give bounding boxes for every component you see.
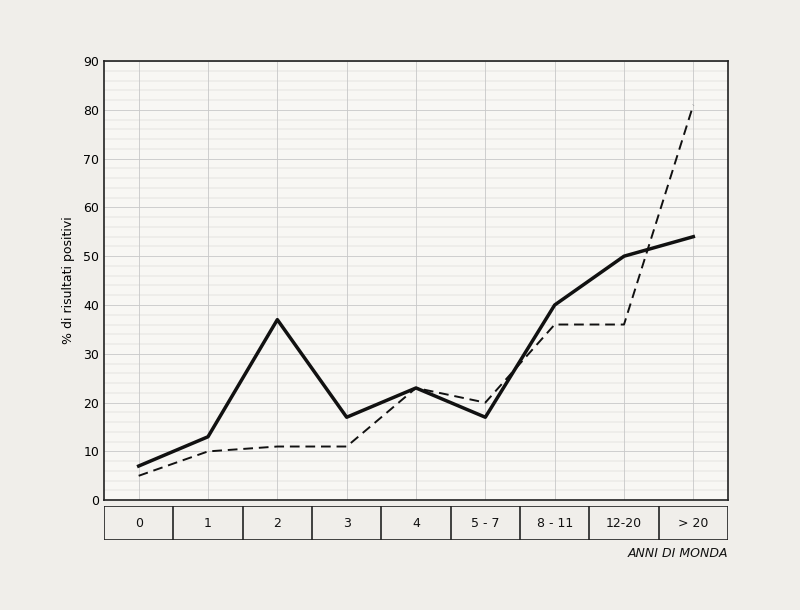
Text: 4: 4	[412, 517, 420, 529]
Text: 12-20: 12-20	[606, 517, 642, 529]
Text: 3: 3	[342, 517, 350, 529]
Text: 0: 0	[134, 517, 142, 529]
Text: > 20: > 20	[678, 517, 709, 529]
Text: ANNI DI MONDA: ANNI DI MONDA	[627, 547, 728, 560]
Y-axis label: % di risultati positivi: % di risultati positivi	[62, 217, 75, 345]
Text: 5 - 7: 5 - 7	[471, 517, 499, 529]
Text: 8 - 11: 8 - 11	[537, 517, 573, 529]
Text: 2: 2	[274, 517, 282, 529]
Text: 1: 1	[204, 517, 212, 529]
